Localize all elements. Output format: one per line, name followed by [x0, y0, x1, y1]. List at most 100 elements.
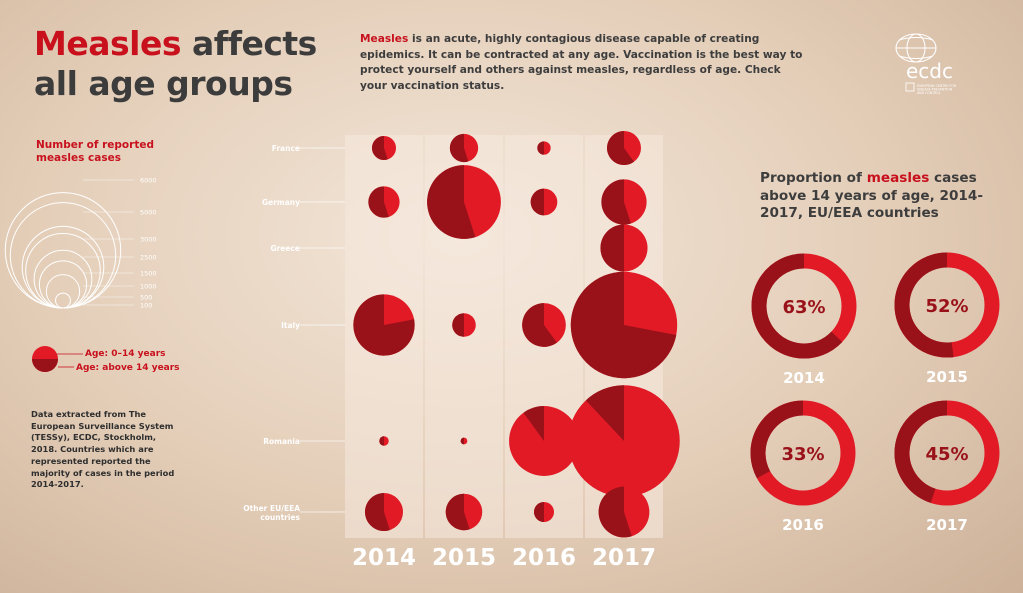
source-note: Data extracted from The European Surveil…: [31, 409, 175, 490]
size-legend-circle: [38, 260, 88, 309]
age-legend-symbol: [32, 346, 83, 372]
bubble-slice-old: [534, 502, 544, 522]
logo-wordmark: ecdc: [906, 59, 953, 83]
size-legend-value: 5000: [140, 209, 157, 217]
intro-highlight: Measles: [360, 33, 409, 45]
bubble-point: [568, 385, 680, 497]
bubble-point: [460, 437, 468, 445]
bubble-slice-old: [449, 133, 469, 163]
bubble-point: [509, 406, 579, 476]
bubble-point: [598, 486, 650, 538]
donut-title-highlight: measles: [866, 170, 930, 186]
size-legend-circle: [21, 225, 105, 309]
bubble-point: [445, 493, 483, 531]
bubble-slice-old: [585, 385, 624, 441]
size-legend-circle: [9, 202, 117, 309]
bubble-slice-old: [570, 271, 677, 379]
bubble-point: [379, 436, 389, 446]
donut-section-title: Proportion of measles cases above 14 yea…: [760, 170, 1010, 223]
bubble-slice-old: [353, 294, 415, 356]
title-part: affects: [191, 24, 317, 63]
bubble-point: [534, 502, 554, 522]
year-axis-label: 2016: [512, 545, 576, 571]
bubble-point: [600, 224, 648, 272]
donut-2016: 33% 2016: [750, 400, 856, 534]
title-highlight: Measles: [34, 24, 181, 63]
bubble-point: [570, 271, 678, 379]
bubble-slice-old: [452, 313, 464, 337]
country-label: Italy: [281, 321, 300, 330]
bubble-point: [368, 186, 400, 218]
bubble-slice-old: [598, 486, 632, 538]
donut-arc-above-14: [894, 400, 948, 503]
size-legend-value: 1500: [140, 270, 157, 278]
title-line2: all age groups: [34, 64, 293, 103]
donut-title-part: cases above 14 years of age, 2014-2017, …: [760, 170, 983, 221]
donut-percent-label: 52%: [925, 296, 968, 317]
logo-tagline: EUROPEAN CENTRE FOR DISEASE PREVENTION AND…: [917, 84, 957, 95]
intro-body: is an acute, highly contagious disease c…: [360, 33, 803, 92]
donut-arc-above-14: [894, 252, 954, 358]
age-legend-old: Age: above 14 years: [76, 363, 180, 373]
bubble-point: [537, 141, 551, 155]
bubble-slice-old: [427, 165, 476, 239]
age-legend-young: Age: 0–14 years: [85, 349, 166, 359]
size-legend-value: 3000: [140, 236, 157, 244]
globe-icon: [895, 33, 937, 63]
year-axis-label: 2015: [432, 545, 496, 571]
bubble-slice-old: [530, 188, 544, 216]
bubble-point: [607, 131, 641, 165]
size-legend-circle: [55, 292, 71, 309]
donut-arc-above-14: [750, 400, 804, 479]
donut-2015: 52% 2015: [894, 252, 1000, 386]
country-label: Other EU/EEA countries: [243, 504, 300, 522]
ecdc-logo: ecdc EUROPEAN CENTRE FOR DISEASE PREVENTI…: [895, 33, 957, 95]
bubble-point: [522, 303, 566, 347]
bubble-slice-old: [460, 437, 464, 445]
country-label: Greece: [270, 244, 300, 253]
bubble-slice-old: [365, 493, 390, 531]
bubble-slice-old: [371, 135, 388, 161]
bubble-slice-old: [368, 186, 389, 218]
bubble-slice-old: [537, 141, 544, 155]
bubble-point: [449, 133, 479, 163]
bubble-slice-old: [601, 179, 631, 225]
donut-title-part: Proportion of: [760, 170, 867, 186]
bubble-point: [371, 135, 397, 161]
intro-text: Measles is an acute, highly contagious d…: [360, 32, 810, 94]
bubble-slice-old: [600, 224, 624, 272]
donut-2017: 45% 2017: [894, 400, 1000, 534]
age-legend-old-swatch: [32, 359, 58, 372]
donut-percent-label: 45%: [925, 444, 968, 465]
size-legend-value: 2500: [140, 254, 157, 262]
year-axis-label: 2014: [352, 545, 416, 571]
size-legend-value: 100: [140, 302, 152, 310]
page-title: Measles affects all age groups: [34, 24, 317, 104]
size-legend-circle: [45, 274, 81, 309]
donut-year-label: 2017: [926, 516, 968, 534]
size-legend-value: 1000: [140, 283, 157, 291]
year-axis-label: 2017: [592, 545, 656, 571]
bubble-slice-old: [607, 131, 634, 165]
size-legend-value: 6000: [140, 177, 157, 185]
donut-arc-above-14: [751, 253, 843, 359]
donut-year-label: 2014: [783, 369, 825, 387]
bubble-point: [452, 313, 476, 337]
bubble-slice-old: [379, 436, 384, 446]
country-label: Romania: [263, 437, 300, 446]
bubble-point: [530, 188, 558, 216]
bubble-point: [601, 179, 647, 225]
bubble-point: [365, 493, 403, 531]
donut-percent-label: 63%: [782, 297, 825, 318]
bubble-slice-old: [522, 303, 557, 347]
bubble-slice-old: [445, 493, 470, 531]
bubble-point: [427, 165, 501, 239]
size-legend-value: 500: [140, 294, 152, 302]
donut-year-label: 2016: [782, 516, 824, 534]
size-legend-circle: [33, 249, 93, 309]
size-legend-title: Number of reported measles cases: [36, 139, 154, 164]
donut-percent-label: 33%: [781, 444, 824, 465]
donut-2014: 63% 2014: [751, 253, 857, 387]
